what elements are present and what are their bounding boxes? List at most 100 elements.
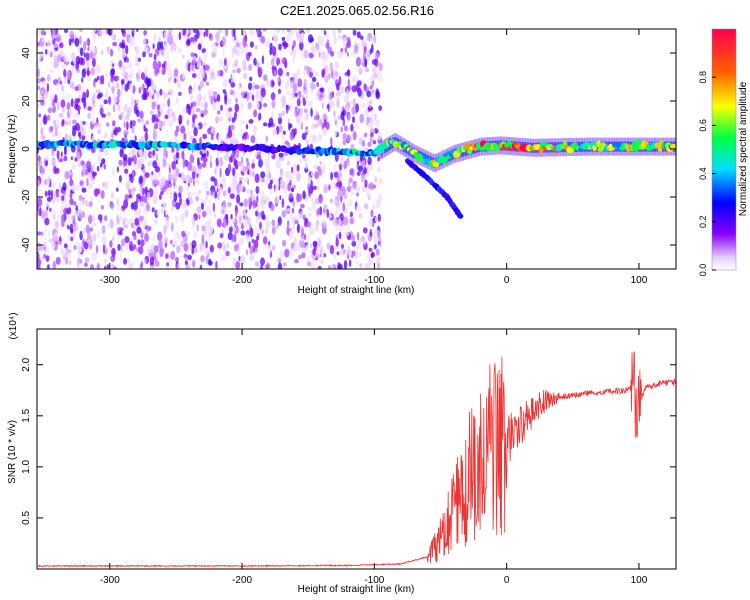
noise-speckle: [277, 77, 281, 83]
noise-speckle: [282, 262, 287, 267]
noise-speckle: [175, 256, 179, 263]
colorbar-tick-label: 0.4: [698, 167, 708, 180]
noise-speckle: [258, 158, 263, 168]
noise-speckle: [247, 82, 253, 91]
noise-speckle: [237, 84, 241, 90]
noise-speckle: [322, 127, 327, 136]
noise-speckle: [97, 229, 100, 239]
noise-speckle: [314, 123, 319, 129]
spectrogram-x-ticks: -300 -200 -100 0 100: [100, 29, 648, 286]
noise-speckle: [338, 231, 342, 239]
noise-speckle: [139, 196, 142, 202]
noise-speckle: [90, 108, 93, 118]
noise-speckle: [267, 182, 273, 190]
noise-speckle: [351, 106, 357, 115]
noise-speckle: [201, 149, 207, 154]
noise-speckle: [370, 131, 374, 138]
noise-speckle: [200, 255, 205, 263]
noise-speckle: [165, 209, 168, 216]
noise-speckle: [158, 194, 162, 201]
noise-speckle: [149, 255, 155, 266]
noise-speckle: [57, 213, 62, 221]
noise-speckle: [190, 64, 193, 74]
noise-speckle: [265, 79, 270, 87]
noise-speckle: [292, 40, 296, 48]
noise-speckle: [52, 98, 55, 108]
noise-speckle: [181, 54, 185, 60]
noise-speckle: [203, 51, 208, 61]
noise-speckle: [330, 101, 332, 109]
carrier-point: [538, 146, 544, 154]
noise-speckle: [222, 179, 226, 188]
noise-speckle: [157, 110, 161, 118]
noise-speckle: [81, 128, 87, 137]
noise-speckle: [157, 231, 163, 241]
noise-speckle: [272, 244, 276, 251]
noise-speckle: [87, 77, 93, 82]
noise-speckle: [357, 241, 362, 249]
noise-speckle: [325, 32, 330, 39]
noise-speckle: [352, 131, 357, 141]
noise-speckle: [164, 114, 169, 120]
noise-speckle: [103, 163, 106, 170]
noise-speckle: [350, 187, 355, 196]
noise-speckle: [356, 192, 359, 197]
noise-speckle: [248, 151, 251, 156]
noise-speckle: [127, 29, 131, 34]
noise-speckle: [181, 150, 185, 160]
noise-speckle: [224, 186, 227, 192]
noise-speckle: [207, 232, 211, 242]
noise-speckle: [237, 161, 242, 167]
noise-speckle: [377, 254, 382, 263]
noise-speckle: [192, 113, 198, 119]
noise-speckle: [278, 152, 284, 158]
noise-speckle: [142, 51, 146, 58]
y-tick-label: 1.5: [21, 408, 32, 422]
noise-speckle: [255, 89, 259, 98]
noise-speckle: [77, 98, 81, 103]
noise-speckle: [250, 135, 256, 144]
noise-speckle: [279, 250, 284, 260]
noise-speckle: [116, 75, 120, 81]
noise-speckle: [69, 223, 73, 233]
noise-speckle: [111, 247, 116, 258]
noise-speckle: [308, 175, 311, 182]
noise-speckle: [292, 200, 296, 207]
noise-speckle: [131, 231, 137, 237]
noise-speckle: [138, 86, 142, 94]
noise-speckle: [210, 176, 216, 182]
noise-speckle: [146, 203, 151, 212]
noise-speckle: [197, 157, 200, 166]
noise-speckle: [278, 63, 283, 69]
noise-speckle: [87, 233, 92, 242]
noise-speckle: [229, 124, 235, 131]
noise-speckle: [133, 201, 138, 212]
colorbar: 0.0 0.2 0.4 0.6 0.8 Normalized spectral ampl…: [698, 28, 749, 276]
noise-speckle: [140, 239, 145, 247]
noise-speckle: [60, 151, 63, 158]
noise-speckle: [145, 75, 149, 84]
noise-speckle: [270, 203, 275, 212]
noise-speckle: [311, 203, 317, 211]
noise-speckle: [167, 98, 171, 107]
noise-speckle: [115, 187, 119, 192]
noise-speckle: [205, 254, 209, 265]
noise-speckle: [202, 162, 207, 168]
noise-speckle: [263, 122, 268, 127]
noise-speckle: [187, 231, 190, 236]
noise-speckle: [163, 120, 166, 127]
noise-speckle: [374, 244, 377, 250]
noise-speckle: [47, 176, 51, 186]
noise-speckle: [369, 181, 374, 191]
colorbar-tick-label: 0.2: [698, 216, 708, 229]
noise-speckle: [249, 76, 253, 82]
noise-speckle: [81, 77, 84, 83]
noise-speckle: [227, 163, 232, 173]
noise-speckle: [251, 163, 256, 169]
noise-speckle: [108, 96, 112, 105]
noise-speckle: [110, 132, 115, 139]
noise-speckle: [238, 215, 242, 224]
noise-speckle: [362, 227, 368, 234]
noise-speckle: [91, 147, 96, 154]
noise-speckle: [209, 225, 214, 235]
